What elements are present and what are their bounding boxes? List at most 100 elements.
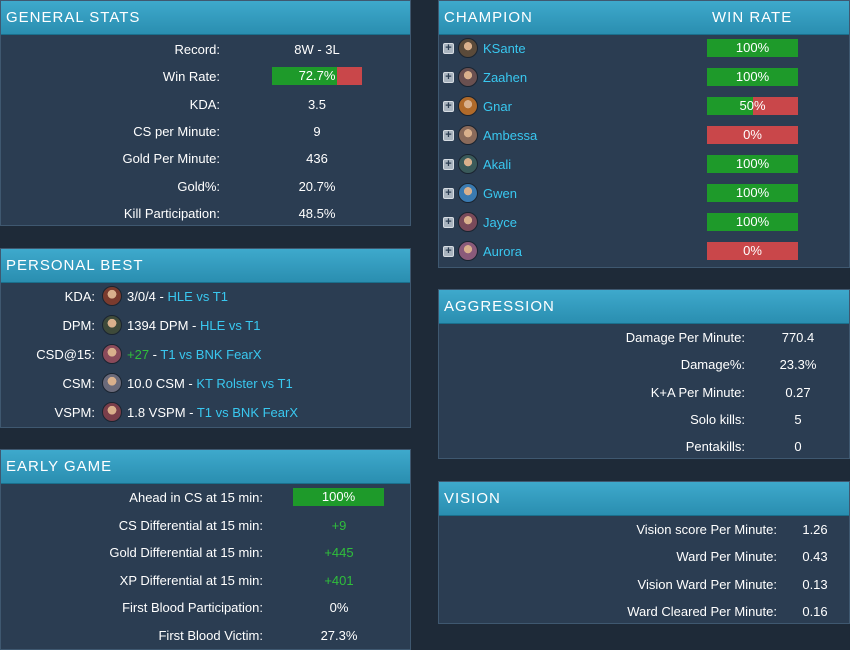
champion-winrate-bar: 50%: [707, 97, 798, 115]
stat-value: 5: [794, 411, 802, 427]
champion-name-link[interactable]: Aurora: [483, 244, 523, 259]
champion-winrate-bar: 100%: [707, 184, 798, 202]
champion-winrate-bar: 100%: [707, 213, 798, 231]
stat-value: 770.4: [781, 330, 815, 345]
best-separator: -: [149, 347, 161, 362]
best-detail: 1.8 VSPM - T1 vs BNK FearX: [127, 405, 298, 420]
expand-icon[interactable]: +: [443, 159, 454, 170]
expand-icon[interactable]: +: [443, 43, 454, 54]
champion-avatar-icon: [458, 125, 478, 145]
champion-name-link[interactable]: Akali: [483, 157, 512, 172]
aggression-panel: AGGRESSION Damage Per Minute: 770.4 Damage…: [438, 289, 850, 459]
champion-winrate-value: 100%: [735, 156, 770, 171]
best-label: CSM:: [62, 376, 96, 391]
stat-label: Vision Ward Per Minute:: [637, 576, 777, 592]
stat-value: 23.3%: [779, 357, 817, 373]
stat-label: KDA:: [189, 96, 220, 112]
stat-label: XP Differential at 15 min:: [119, 572, 263, 588]
stat-label: First Blood Victim:: [158, 627, 263, 643]
gwen-avatar: [102, 373, 122, 393]
stat-value: 3.5: [307, 96, 327, 112]
stat-label: Damage Per Minute:: [625, 330, 745, 345]
champion-winrate-fill: [707, 184, 798, 202]
champion-name-link[interactable]: KSante: [483, 41, 526, 56]
stat-value: 20.7%: [298, 178, 336, 194]
expand-icon[interactable]: +: [443, 246, 454, 257]
stat-value: 436: [306, 151, 328, 167]
best-label: KDA:: [64, 289, 95, 304]
stat-value: 72.7%: [298, 68, 336, 84]
stat-value: 0.13: [802, 576, 828, 592]
stat-value: 0: [794, 439, 802, 455]
champion-winrate-value: 0%: [743, 127, 762, 142]
stat-label: Ward Per Minute:: [676, 549, 777, 565]
personal-best-title: PERSONAL BEST: [1, 249, 410, 283]
aggression-title: AGGRESSION: [439, 290, 849, 324]
champion-avatar-icon: [458, 183, 478, 203]
best-stat: 1394 DPM: [127, 318, 189, 333]
champion-name-link[interactable]: Gwen: [483, 186, 517, 201]
stat-bar-fill: [293, 488, 384, 506]
vision-title: VISION: [439, 482, 849, 516]
stat-bar: 72.7%: [272, 67, 362, 86]
champion-winrate-fill: [707, 97, 753, 115]
early-game-title: EARLY GAME: [1, 450, 410, 484]
best-stat: 1.8 VSPM: [127, 405, 186, 420]
best-detail: 1394 DPM - HLE vs T1: [127, 318, 260, 333]
expand-icon[interactable]: +: [443, 188, 454, 199]
stat-value: 0%: [329, 600, 349, 615]
best-separator: -: [188, 318, 200, 333]
champion-name-link[interactable]: Ambessa: [483, 128, 538, 143]
best-match-link[interactable]: HLE vs T1: [167, 289, 228, 304]
best-separator: -: [155, 289, 168, 304]
stat-label: Solo kills:: [690, 411, 745, 427]
champion-table-header: CHAMPION WIN RATE: [439, 1, 849, 35]
stat-value: 27.3%: [320, 627, 358, 643]
champion-winrate-value: 100%: [735, 69, 770, 84]
champion-winrate-bar: 100%: [707, 39, 798, 57]
champion-winrate-value: 50%: [739, 98, 766, 113]
stat-bar: 100%: [293, 488, 384, 506]
stat-value: +445: [324, 545, 354, 560]
stat-value: 100%: [321, 489, 356, 504]
stat-label: Ahead in CS at 15 min:: [129, 490, 263, 505]
general-stats-title: GENERAL STATS: [1, 1, 410, 35]
stat-label: CS per Minute:: [133, 123, 220, 139]
stat-label: Pentakills:: [685, 439, 745, 455]
ksante-avatar: [102, 315, 122, 335]
stat-label: Damage%:: [680, 357, 745, 373]
expand-icon[interactable]: +: [443, 217, 454, 228]
column-header-champion[interactable]: CHAMPION: [444, 9, 533, 26]
champion-winrate-fill: [707, 155, 798, 173]
champion-winrate-bar: 100%: [707, 68, 798, 86]
champion-name-link[interactable]: Jayce: [483, 215, 517, 230]
best-label: VSPM:: [54, 405, 95, 420]
expand-icon[interactable]: +: [443, 130, 454, 141]
stat-value: 48.5%: [298, 205, 336, 221]
stat-label: K+A Per Minute:: [650, 384, 745, 400]
stat-label: Record:: [174, 42, 220, 57]
champion-avatar-icon: [458, 241, 478, 261]
stat-value: 0.43: [802, 549, 828, 565]
aurora-avatar: [102, 402, 122, 422]
champion-name-link[interactable]: Gnar: [483, 99, 512, 114]
best-match-link[interactable]: HLE vs T1: [199, 318, 261, 333]
champion-winrate-value: 100%: [735, 214, 770, 229]
stat-bar-fill: [272, 67, 338, 86]
best-match-link[interactable]: T1 vs BNK FearX: [196, 405, 298, 420]
expand-icon[interactable]: +: [443, 101, 454, 112]
best-match-link[interactable]: T1 vs BNK FearX: [160, 347, 262, 362]
best-label: DPM:: [62, 318, 96, 333]
champion-name-link[interactable]: Zaahen: [483, 70, 528, 85]
vision-panel: VISION Vision score Per Minute: 1.26 Ward …: [438, 481, 850, 624]
column-header-winrate[interactable]: WIN RATE: [712, 9, 793, 26]
champion-winrate-fill: [707, 68, 798, 86]
expand-icon[interactable]: +: [443, 72, 454, 83]
stat-label: Kill Participation:: [123, 205, 220, 221]
stat-value: 0.27: [785, 384, 811, 400]
stat-label: First Blood Participation:: [122, 600, 263, 615]
champion-avatar-icon: [458, 154, 478, 174]
early-game-panel: EARLY GAME Ahead in CS at 15 min: 100% CS …: [0, 449, 411, 650]
best-match-link[interactable]: KT Rolster vs T1: [196, 376, 293, 391]
best-label: CSD@15:: [36, 347, 95, 362]
